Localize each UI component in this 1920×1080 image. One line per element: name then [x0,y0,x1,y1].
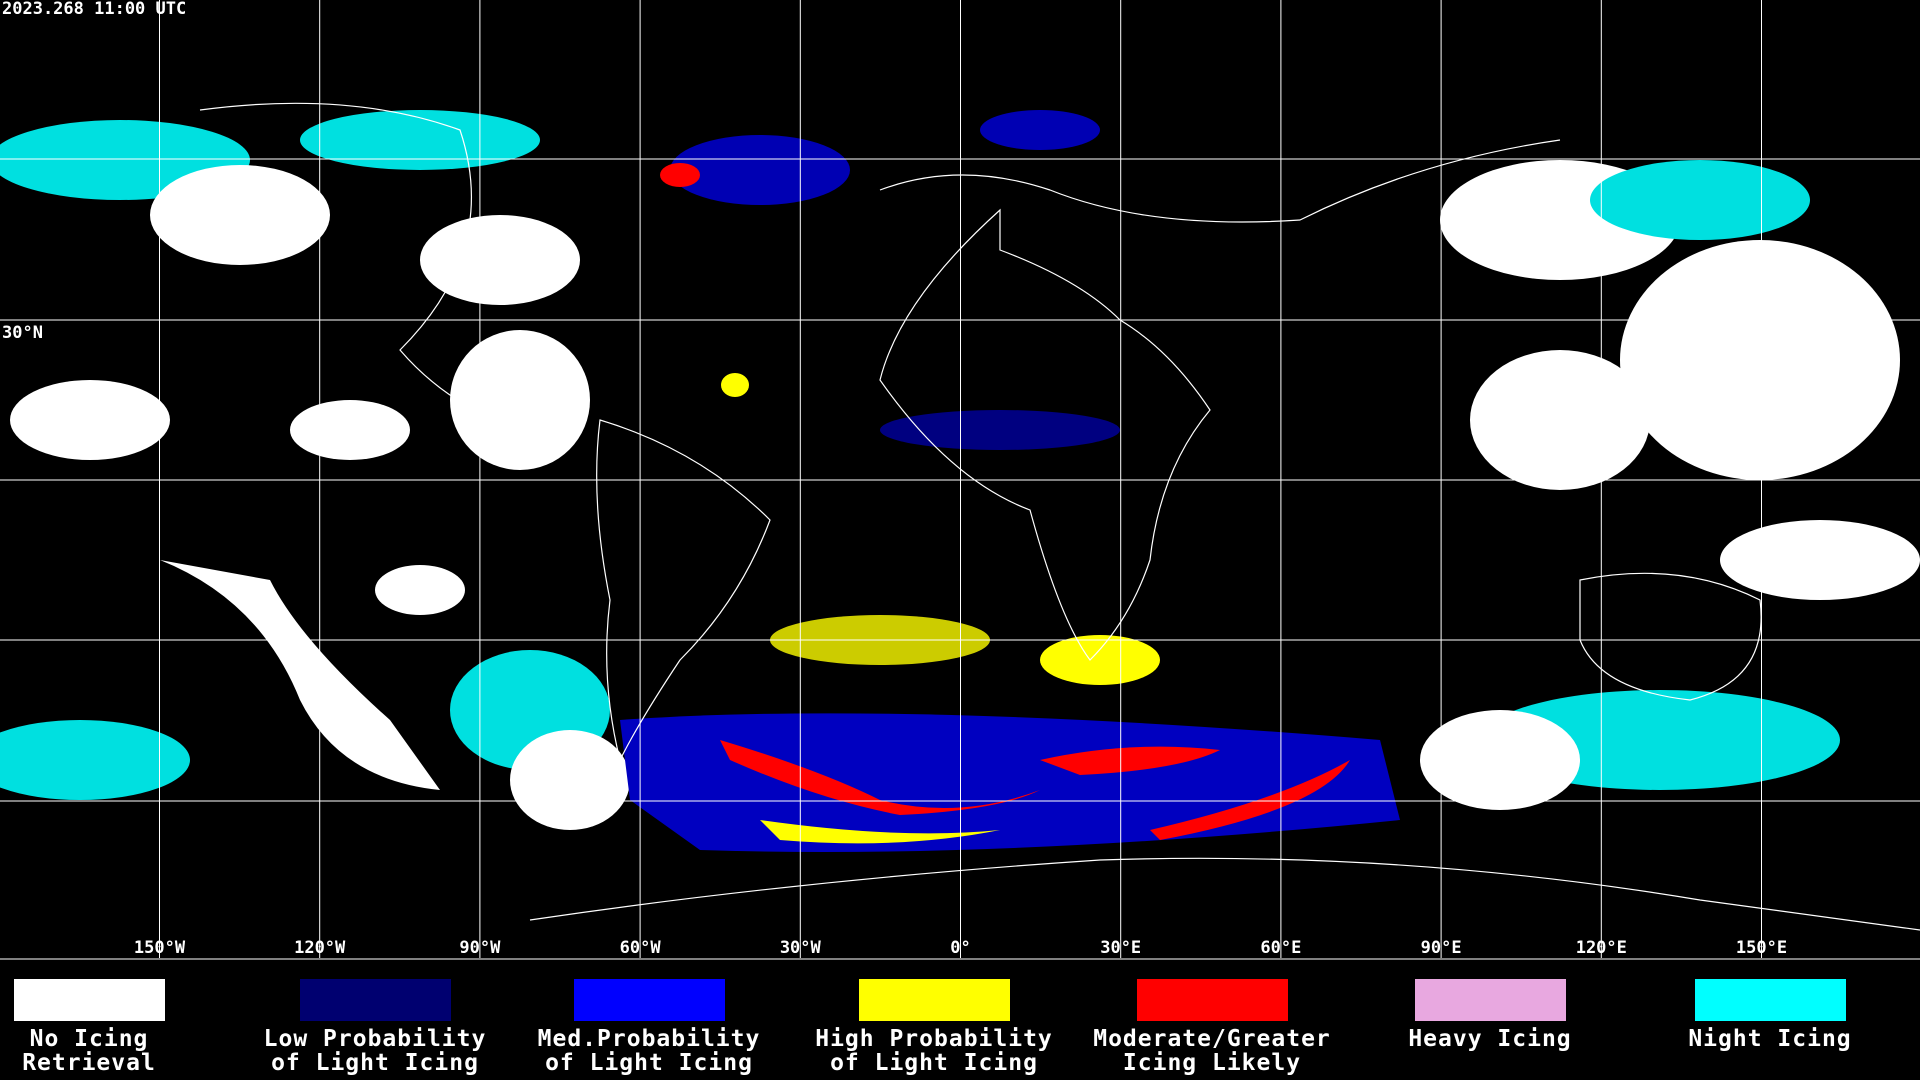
lon-label: 120°W [294,938,346,958]
coast-south-america [596,419,771,762]
coast-north-america [199,102,561,441]
cloud-white [10,380,170,460]
legend-label: Moderate/Greater [1093,1026,1331,1052]
legend-swatch [859,979,1010,1021]
legend-swatch [300,979,451,1021]
lon-label: 150°E [1736,938,1787,958]
lon-label: 120°E [1576,938,1627,958]
icing-mod [660,163,700,187]
icing-high [1040,635,1160,685]
legend-label: of Light Icing [545,1050,753,1076]
lon-label: 60°E [1260,938,1301,958]
cloud-white [450,330,590,470]
coastlines [199,102,1920,931]
icing-med [880,410,1120,450]
legend-label: High Probability [815,1026,1053,1052]
cloud-night [300,110,540,170]
legend-label: of Light Icing [271,1050,479,1076]
lon-label: 150°W [134,938,186,958]
coast-africa [879,208,1211,661]
cloud-white [1420,710,1580,810]
legend-swatch [1415,979,1566,1021]
cloud-white [420,215,580,305]
cloud-white [375,565,465,615]
legend-swatch [1695,979,1846,1021]
icing-mod [720,740,1040,815]
lon-label: 90°W [459,938,501,958]
lon-label: 90°E [1421,938,1462,958]
cloud-white [1720,520,1920,600]
legend-label: No Icing [30,1026,149,1052]
grid: 150°W 120°W 90°W 60°W 30°W 0° 30°E 60°E 90°E 120°… [0,0,1920,958]
legend-swatch [1137,979,1288,1021]
legend-label: Retrieval [22,1050,156,1076]
icing-high [721,373,749,397]
lon-label: 30°E [1100,938,1141,958]
legend-label: Med.Probability [538,1026,761,1052]
cloud-white [1620,240,1900,480]
timestamp: 2023.268 11:00 UTC [2,0,186,19]
legend-label: Low Probability [264,1026,487,1052]
coast-eurasia [879,139,1561,223]
icing-mod [1040,746,1220,775]
cloud-white [1470,350,1650,490]
lon-label: 30°W [780,938,822,958]
legend-label: Icing Likely [1123,1050,1301,1076]
icing-mod [1150,760,1350,840]
coast-antarctica [529,857,1920,931]
cloud-white [510,730,630,830]
lon-label: 60°W [620,938,662,958]
legend-swatch [574,979,725,1021]
map: 150°W 120°W 90°W 60°W 30°W 0° 30°E 60°E 90°E 120°… [0,0,1920,958]
lat-label: 30°N [2,323,43,343]
cloud-white [150,165,330,265]
legend-swatch [14,979,165,1021]
cloud-night [1590,160,1810,240]
cloud-white [160,560,440,790]
cloud-white [290,400,410,460]
icing-high [760,820,1000,844]
legend-label: of Light Icing [830,1050,1038,1076]
coast-australia [1579,572,1762,701]
icing-med [980,110,1100,150]
lon-label: 0° [950,938,970,958]
legend-label: Heavy Icing [1408,1026,1571,1052]
icing-med [670,135,850,205]
legend-label: Night Icing [1688,1026,1851,1052]
cloud-night [0,720,190,800]
